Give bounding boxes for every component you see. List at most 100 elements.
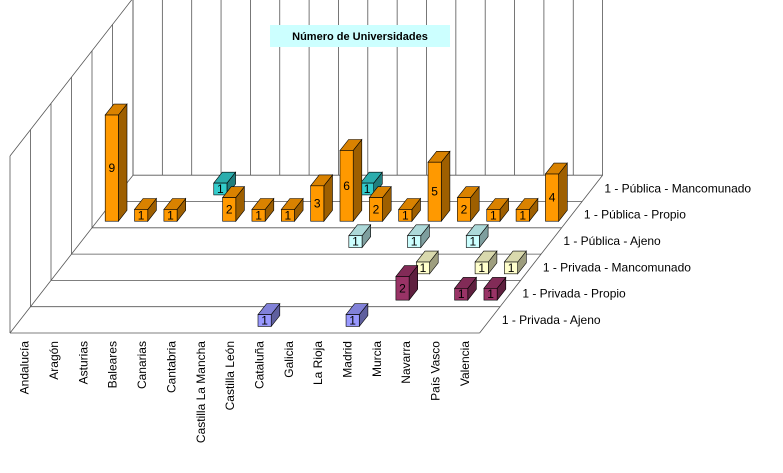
bar-front-face — [427, 161, 442, 222]
series-axis-labels: 1 - Privada - Ajeno 1 - Privada - Propio 1… — [502, 181, 752, 327]
bar: 1 — [474, 250, 498, 275]
bar-value-label: 1 — [470, 235, 477, 249]
bar: 1 — [163, 197, 187, 222]
bar-front-face — [104, 114, 119, 222]
category-label: Andalucía — [18, 341, 32, 395]
bar: 1 — [345, 302, 369, 328]
bar-front-face — [407, 235, 422, 248]
category-label: Aragón — [47, 341, 61, 380]
bar-value-label: 1 — [458, 287, 465, 301]
floor-edge — [479, 174, 603, 334]
bar: 2 — [395, 264, 419, 301]
bar-value-label: 9 — [108, 161, 115, 175]
chart-title-box — [270, 25, 450, 47]
category-label: Madrid — [341, 341, 355, 378]
bar: 1 — [503, 250, 527, 275]
bar-value-label: 1 — [349, 314, 356, 328]
bar-front-face — [280, 209, 295, 222]
bar-front-face — [348, 235, 363, 248]
series-label: 1 - Pública - Propio — [584, 208, 686, 222]
bar-value-label: 1 — [508, 261, 515, 275]
bar-side-face — [440, 150, 451, 223]
bar-value-label: 1 — [167, 208, 174, 222]
bar-value-label: 1 — [420, 261, 427, 275]
bar-value-label: 6 — [343, 179, 350, 193]
series-label: 1 - Privada - Mancomunado — [543, 260, 691, 274]
bar-value-label: 1 — [255, 208, 262, 222]
bar-value-label: 1 — [217, 182, 224, 196]
bar: 1 — [406, 223, 431, 249]
bar-value-label: 2 — [461, 202, 468, 216]
bar-front-face — [222, 197, 237, 222]
bar-value-label: 1 — [402, 208, 409, 222]
bar-value-label: 1 — [478, 261, 485, 275]
bar: 4 — [544, 162, 568, 223]
category-label: La Rioja — [311, 341, 325, 385]
category-label: Galicia — [282, 341, 296, 378]
bar-front-face — [515, 209, 530, 222]
bar-front-face — [395, 276, 410, 301]
bar-value-label: 1 — [352, 235, 359, 249]
bar-side-face — [118, 103, 128, 223]
bar-value-label: 4 — [549, 191, 556, 205]
category-label: Cataluña — [252, 341, 266, 389]
bar-value-label: 1 — [487, 287, 494, 301]
bar-front-face — [163, 209, 178, 222]
category-label: Castilla León — [223, 341, 237, 410]
category-axis-labels: Andalucía Aragón Asturias Baleares Canarias C… — [18, 341, 472, 443]
bar-front-face — [339, 150, 354, 222]
bar: 1 — [415, 250, 439, 275]
series-label: 1 - Pública - Ajeno — [563, 234, 661, 248]
bar: 2 — [456, 185, 480, 223]
bar-front-face — [483, 288, 498, 301]
category-label: Murcia — [370, 341, 384, 377]
bar-front-face — [465, 235, 480, 248]
bar-front-face — [251, 209, 266, 222]
bar-value-label: 1 — [490, 208, 497, 222]
bar-side-face — [352, 138, 363, 223]
bar-front-face — [545, 173, 559, 222]
bar-value-label: 1 — [285, 208, 292, 222]
bar-front-face — [457, 197, 471, 222]
bar: 1 — [483, 276, 507, 301]
bar: 1 — [251, 197, 275, 222]
chart-walls — [9, 0, 603, 333]
bar-front-face — [474, 261, 489, 275]
bar-front-face — [345, 314, 360, 327]
bar-front-face — [398, 209, 413, 222]
bar: 9 — [104, 103, 128, 223]
bar: 1 — [465, 223, 489, 249]
category-label: País Vasco — [429, 341, 443, 401]
category-label: Cantabria — [164, 341, 178, 393]
chart-title: Número de Universidades — [270, 25, 450, 47]
bar: 1 — [133, 197, 158, 222]
bar-front-face — [504, 261, 518, 275]
bar-front-face — [486, 209, 501, 222]
bar: 1 — [515, 197, 539, 222]
bar-value-label: 5 — [431, 185, 438, 199]
category-label: Castilla La Mancha — [194, 341, 208, 443]
series-label: 1 - Privada - Propio — [522, 287, 626, 301]
bar: 6 — [339, 138, 363, 223]
bar-value-label: 2 — [373, 202, 380, 216]
bar-value-label: 2 — [399, 281, 406, 295]
bar-value-label: 2 — [226, 202, 233, 216]
bar-front-face — [454, 288, 469, 301]
bar-value-label: 3 — [314, 197, 321, 211]
category-label: Canarias — [135, 341, 149, 389]
bar: 1 — [486, 197, 510, 222]
wall-top-edge — [9, 0, 133, 157]
bar-front-face — [213, 182, 228, 196]
bar-value-label: 1 — [261, 314, 268, 328]
category-label: Baleares — [106, 341, 120, 388]
series-label: 1 - Privada - Ajeno — [502, 313, 601, 327]
bar-value-label: 1 — [364, 182, 371, 196]
bar: 1 — [398, 197, 422, 222]
bar: 1 — [453, 276, 478, 301]
bar-value-label: 1 — [138, 208, 145, 222]
bar-front-face — [369, 197, 383, 222]
series-label: 1 - Pública - Mancomunado — [604, 181, 751, 195]
chart-title-text: Número de Universidades — [292, 31, 428, 43]
